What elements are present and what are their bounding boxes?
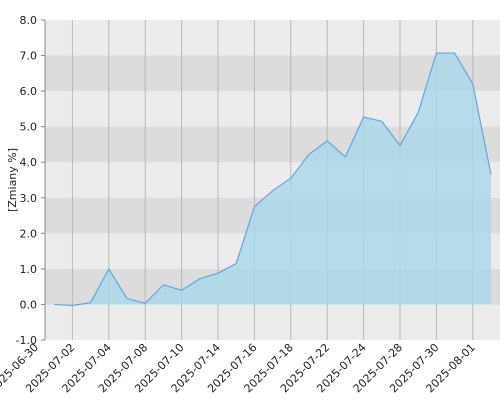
- y-tick-label: 3.0: [20, 192, 38, 205]
- y-axis-label: [Zmiany %]: [6, 148, 19, 212]
- area: [54, 53, 491, 306]
- y-tick-label: 7.0: [20, 50, 38, 63]
- y-tick-label: 4.0: [20, 156, 38, 169]
- y-tick-label: 5.0: [20, 121, 38, 134]
- y-tick-label: 1.0: [20, 263, 38, 276]
- band: [45, 55, 500, 92]
- y-tick-label: -1.0: [16, 334, 37, 347]
- y-tick-label: 2.0: [20, 227, 38, 240]
- y-tick-label: 0.0: [20, 298, 38, 311]
- line: [54, 52, 492, 307]
- y-tick-label: 6.0: [20, 85, 38, 98]
- y-tick-label: 8.0: [20, 14, 38, 27]
